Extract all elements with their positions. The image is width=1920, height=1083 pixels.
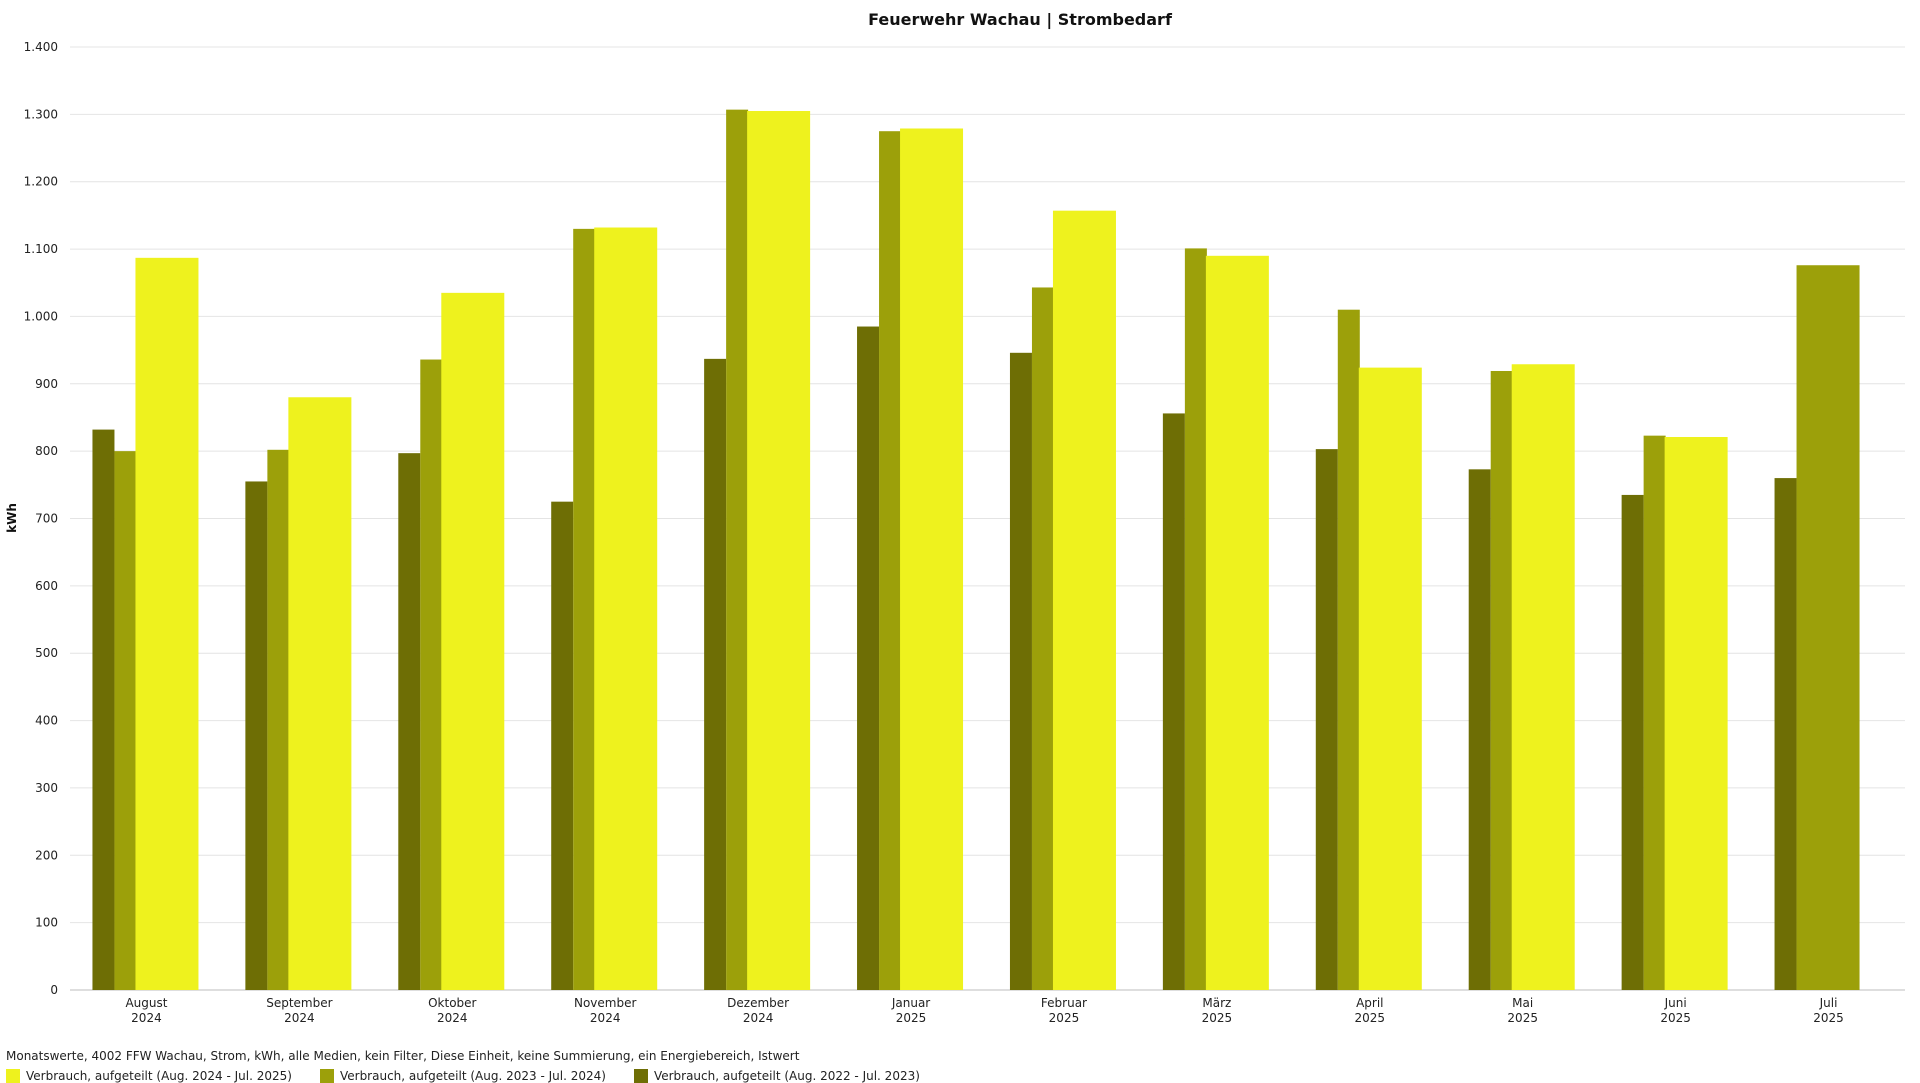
bar: [1643, 435, 1666, 990]
x-tick-year: 2025: [896, 1011, 927, 1025]
bar: [1796, 265, 1860, 990]
x-tick-year: 2024: [590, 1011, 621, 1025]
x-tick-label: Juni: [1664, 996, 1687, 1010]
bar: [900, 128, 964, 990]
bar: [594, 227, 658, 990]
x-tick-label: Oktober: [428, 996, 476, 1010]
bar: [726, 109, 749, 990]
bar: [1031, 287, 1054, 991]
legend-label: Verbrauch, aufgeteilt (Aug. 2024 - Jul. …: [26, 1069, 292, 1083]
legend-swatch: [633, 1069, 648, 1083]
y-tick-label: 100: [35, 916, 58, 930]
y-tick-label: 600: [35, 579, 58, 593]
legend-label: Verbrauch, aufgeteilt (Aug. 2022 - Jul. …: [653, 1069, 920, 1083]
y-tick-label: 400: [35, 714, 58, 728]
y-tick-label: 1.100: [24, 242, 58, 256]
bar: [1205, 255, 1269, 991]
x-tick-year: 2025: [1813, 1011, 1844, 1025]
bar: [1774, 478, 1797, 990]
legend-label: Verbrauch, aufgeteilt (Aug. 2023 - Jul. …: [339, 1069, 606, 1083]
bar: [747, 110, 811, 991]
x-tick-label: Dezember: [727, 996, 789, 1010]
x-tick-label: August: [125, 996, 167, 1010]
bar: [114, 451, 137, 991]
bar-chart: Feuerwehr Wachau | Strombedarf kWh 0 100 2…: [5, 10, 1905, 1025]
bar: [441, 292, 505, 990]
y-tick-label: 1.300: [24, 107, 58, 121]
x-tick-label: Mai: [1512, 996, 1533, 1010]
x-tick-year: 2025: [1355, 1011, 1386, 1025]
x-tick-year: 2025: [1049, 1011, 1080, 1025]
x-tick-year: 2025: [1507, 1011, 1538, 1025]
x-tick-year: 2024: [131, 1011, 162, 1025]
gridlines: [70, 46, 1905, 991]
bar: [267, 449, 290, 990]
bar: [551, 501, 574, 990]
bar: [704, 358, 727, 990]
x-tick-label: November: [574, 996, 636, 1010]
x-tick-label: März: [1202, 996, 1231, 1010]
y-tick-label: 1.400: [24, 40, 58, 54]
bar: [420, 359, 443, 991]
y-tick-label: 800: [35, 444, 58, 458]
x-tick-year: 2025: [1202, 1011, 1233, 1025]
bar: [1490, 370, 1513, 990]
legend-swatch: [6, 1069, 20, 1083]
x-tick-year: 2024: [284, 1011, 315, 1025]
bar: [1315, 449, 1338, 990]
bar: [92, 429, 115, 990]
legend-item[interactable]: Verbrauch, aufgeteilt (Aug. 2024 - Jul. …: [6, 1069, 292, 1083]
y-tick-label: 1.000: [24, 309, 58, 323]
x-tick-year: 2025: [1660, 1011, 1691, 1025]
x-tick-label: September: [266, 996, 332, 1010]
y-tick-label: 700: [35, 512, 58, 526]
chart-title: Feuerwehr Wachau | Strombedarf: [868, 10, 1173, 30]
bar: [1621, 494, 1644, 990]
y-tick-label: 0: [50, 983, 58, 997]
bar: [857, 326, 880, 991]
bar: [573, 228, 596, 991]
bar: [135, 257, 199, 990]
y-tick-label: 300: [35, 781, 58, 795]
x-axis-ticks: August2024September2024Oktober2024Novemb…: [125, 996, 1843, 1025]
y-tick-label: 500: [35, 646, 58, 660]
bar: [1468, 469, 1491, 990]
bar: [1337, 309, 1360, 990]
chart-subtitle: Monatswerte, 4002 FFW Wachau, Strom, kWh…: [6, 1049, 800, 1063]
legend: Verbrauch, aufgeteilt (Aug. 2024 - Jul. …: [6, 1069, 920, 1083]
bar: [1664, 436, 1728, 990]
bars: [92, 109, 1860, 991]
bar: [1162, 413, 1185, 990]
y-axis-label: kWh: [5, 503, 19, 533]
x-tick-label: Januar: [891, 996, 930, 1010]
bar: [1184, 248, 1207, 991]
bar: [879, 131, 902, 991]
legend-swatch: [319, 1069, 334, 1083]
bar: [245, 481, 268, 990]
bar: [1052, 210, 1116, 990]
y-tick-label: 900: [35, 377, 58, 391]
bar: [1511, 364, 1575, 990]
x-tick-label: April: [1356, 996, 1383, 1010]
y-tick-label: 200: [35, 848, 58, 862]
legend-item[interactable]: Verbrauch, aufgeteilt (Aug. 2023 - Jul. …: [319, 1069, 606, 1083]
x-tick-year: 2024: [743, 1011, 774, 1025]
bar: [288, 397, 352, 990]
x-tick-year: 2024: [437, 1011, 468, 1025]
legend-item[interactable]: Verbrauch, aufgeteilt (Aug. 2022 - Jul. …: [633, 1069, 920, 1083]
bar: [1358, 367, 1422, 990]
x-tick-label: Februar: [1041, 996, 1087, 1010]
bar: [398, 453, 421, 990]
y-tick-label: 1.200: [24, 175, 58, 189]
bar: [1009, 352, 1032, 991]
y-axis-ticks: 0 100 200 300 400 500 600 700 800 900 1.000 1.100 1.…: [24, 40, 58, 997]
x-tick-label: Juli: [1819, 996, 1838, 1010]
